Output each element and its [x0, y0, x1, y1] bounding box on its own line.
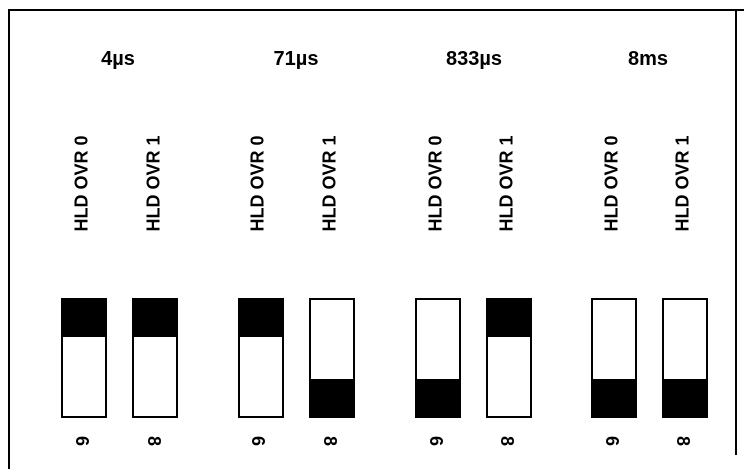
switch-number: 8: [672, 435, 693, 447]
switch-label: HLD OVR 0: [601, 134, 622, 232]
switch-knob: [417, 379, 459, 416]
dip-switch[interactable]: [132, 298, 178, 418]
divider-line: [735, 9, 737, 455]
switch-label: HLD OVR 0: [425, 134, 446, 232]
dip-switch[interactable]: [415, 298, 461, 418]
dip-switch[interactable]: [662, 298, 708, 418]
switch-knob: [488, 300, 530, 337]
switch-knob: [134, 300, 176, 337]
switch-label: HLD OVR 1: [672, 134, 693, 232]
dip-switch[interactable]: [61, 298, 107, 418]
switch-label: HLD OVR 1: [496, 134, 517, 232]
group-title-8ms: 8ms: [627, 48, 669, 70]
group-title-71us: 71µs: [273, 48, 319, 70]
switch-number: 6: [601, 435, 622, 447]
dip-switch[interactable]: [238, 298, 284, 418]
switch-label: HLD OVR 1: [143, 134, 164, 232]
group-title-4us: 4µs: [101, 48, 135, 70]
switch-knob: [240, 300, 282, 337]
switch-number: 8: [319, 435, 340, 447]
switch-label: HLD OVR 1: [319, 134, 340, 232]
switch-number: 6: [71, 435, 92, 447]
switch-label: HLD OVR 0: [71, 134, 92, 232]
switch-label: HLD OVR 0: [247, 134, 268, 232]
dip-switch[interactable]: [486, 298, 532, 418]
switch-number: 8: [496, 435, 517, 447]
dip-switch[interactable]: [591, 298, 637, 418]
diagram-frame: [8, 9, 744, 469]
switch-number: 8: [143, 435, 164, 447]
switch-knob: [63, 300, 105, 337]
switch-knob: [664, 379, 706, 416]
group-title-833us: 833µs: [445, 48, 502, 70]
switch-knob: [593, 379, 635, 416]
switch-knob: [311, 379, 353, 416]
switch-number: 6: [247, 435, 268, 447]
dip-switch[interactable]: [309, 298, 355, 418]
switch-number: 6: [425, 435, 446, 447]
